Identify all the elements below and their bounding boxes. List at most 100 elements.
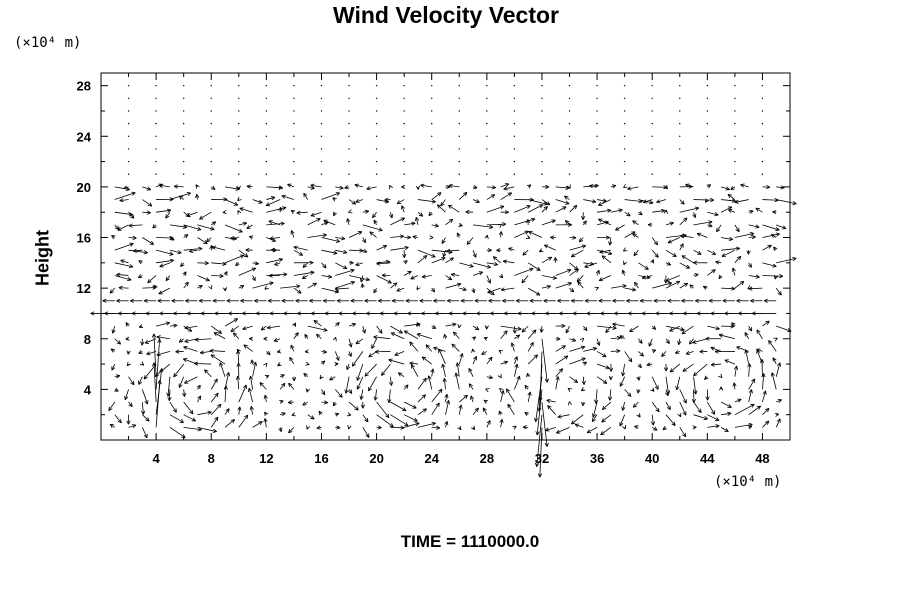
vector-head [270,282,274,286]
vector-shaft [266,222,285,226]
vector-head [180,264,185,268]
vector-shaft [293,249,303,256]
calm-point [375,135,378,137]
vector-head [435,402,440,406]
wind-vector [428,211,433,217]
wind-vector [222,209,227,215]
vector-head [351,269,355,273]
wind-vector [594,389,599,404]
vector-head [527,373,531,377]
vector-head [412,235,417,237]
vector-shaft [167,376,171,397]
wind-vector [555,426,570,434]
vector-head [601,405,605,410]
vector-shaft [362,210,369,213]
wind-vector [574,423,584,428]
wind-vector [525,219,531,225]
vector-head [741,281,745,286]
vector-head [197,395,201,399]
vector-head [430,368,434,373]
vector-head [189,251,194,254]
vector-head [543,206,548,209]
wind-vector [169,401,177,413]
wind-vector [321,400,328,405]
wind-vector [291,376,297,382]
vector-shaft [274,262,281,266]
vector-head [739,280,744,283]
vector-head [744,332,749,336]
vector-shaft [431,192,442,200]
vector-shaft [443,378,446,390]
vector-head [693,398,696,403]
vector-head [776,227,780,231]
wind-vector [293,270,315,276]
vector-head [675,386,677,391]
wind-vector [144,338,157,344]
wind-vector [429,235,434,240]
vector-head [502,222,507,225]
calm-point [513,160,516,163]
vector-head [377,425,382,429]
vector-head [235,261,238,266]
wind-vector [391,298,405,303]
wind-vector [415,185,420,190]
vector-head [287,184,291,188]
vector-head [493,264,498,267]
vector-head [773,246,775,251]
vector-shaft [693,221,713,226]
vector-shaft [239,207,253,213]
calm-point [513,148,516,150]
vector-head [369,231,372,236]
vector-head [344,185,348,189]
vector-head [288,382,293,386]
vector-head [681,332,686,335]
vector-head [295,300,300,303]
calm-point [265,97,268,100]
vector-head [572,313,577,316]
vector-head [196,384,201,388]
vector-shaft [348,338,352,348]
vector-shaft [472,356,477,365]
vector-head [693,374,698,377]
vector-head [665,209,668,214]
wind-vector [589,184,598,189]
vector-shaft [624,287,636,291]
calm-point [375,84,378,87]
vector-shaft [403,330,419,340]
vector-head [792,257,797,262]
wind-vector [555,376,560,390]
vector-head [349,262,354,265]
vector-shaft [356,376,364,390]
wind-vector [444,420,449,428]
vector-head [773,246,778,249]
vector-head [680,234,685,237]
vector-shaft [579,237,584,243]
vector-head [452,323,457,327]
wind-vector [348,209,353,214]
wind-vector [444,393,449,403]
vector-head [239,208,243,212]
vector-head [552,278,557,280]
vector-head [473,187,478,190]
wind-vector [206,237,212,243]
vector-head [396,287,400,292]
wind-vector [199,350,212,355]
vector-head [566,185,571,189]
wind-vector [236,185,241,190]
vector-head [581,215,584,220]
vector-head [159,263,163,267]
calm-point [541,84,543,87]
vector-head [159,311,164,314]
vector-head [486,235,489,240]
vector-head [268,275,273,278]
vector-shaft [403,384,409,390]
vector-head [278,207,282,211]
calm-point [679,84,681,87]
wind-vector [634,281,639,289]
wind-vector [543,298,556,303]
wind-vector [142,414,150,422]
vector-head [446,186,451,190]
vector-shaft [442,363,446,377]
vector-head [527,235,531,239]
vector-shaft [643,199,653,203]
